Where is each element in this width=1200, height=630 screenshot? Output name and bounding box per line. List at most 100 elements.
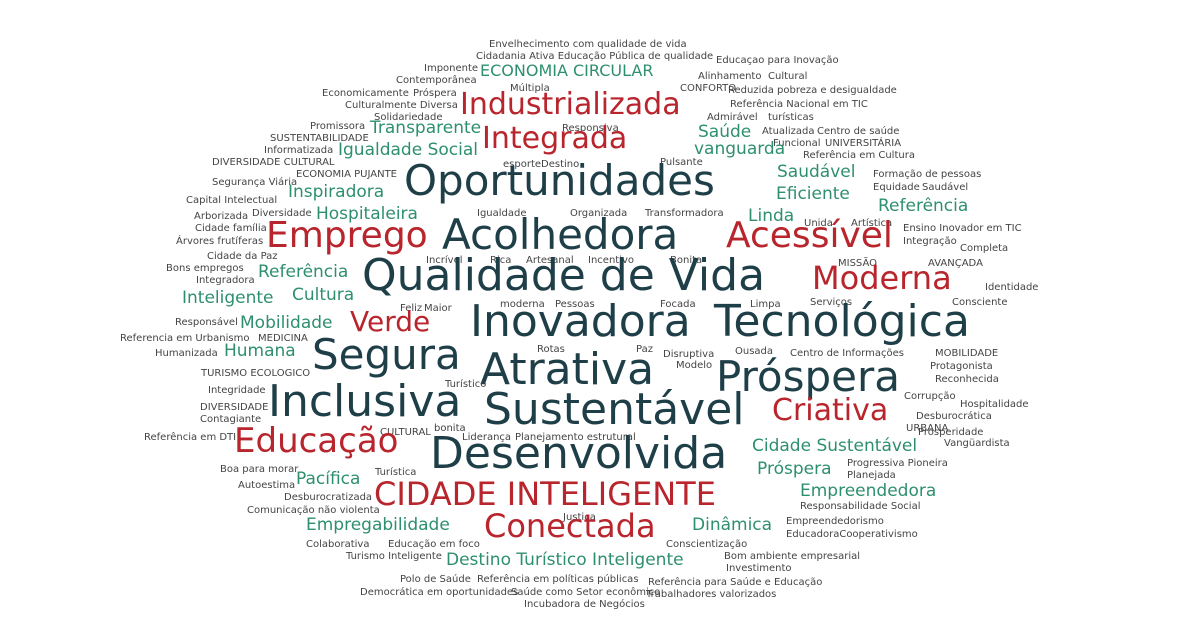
cloud-word: Arborizada <box>194 211 249 222</box>
cloud-word: Inclusiva <box>268 376 462 427</box>
cloud-word: Pulsante <box>660 157 703 168</box>
cloud-word: Identidade <box>985 282 1039 293</box>
cloud-word: Incrível <box>426 255 463 266</box>
cloud-word: Linda <box>748 206 795 226</box>
cloud-word: Modelo <box>676 360 713 371</box>
cloud-word: Múltipla <box>510 83 550 94</box>
cloud-word: Democrática em oportunidades <box>360 587 519 598</box>
cloud-word: Empreendedora <box>800 481 937 501</box>
cloud-word: Disruptiva <box>663 349 715 360</box>
cloud-word: AVANÇADA <box>928 258 983 269</box>
cloud-word: Educação <box>234 421 399 461</box>
cloud-word: Integridade <box>208 385 266 396</box>
cloud-word: Equidade <box>873 182 920 193</box>
cloud-word: Diversidade <box>252 208 312 219</box>
cloud-word: Mobilidade <box>240 313 333 333</box>
cloud-word: Tecnológica <box>714 296 970 347</box>
cloud-word: Colaborativa <box>306 539 370 550</box>
cloud-word: CIDADE INTELIGENTE <box>374 475 716 513</box>
cloud-word: UNIVERSITÁRIA <box>825 138 902 149</box>
cloud-word: Educaçao para Inovação <box>716 55 839 66</box>
cloud-word: Segura <box>312 330 461 379</box>
cloud-word: Referencia em Urbanismo <box>120 333 250 344</box>
cloud-word: TURISMO ECOLOGICO <box>201 368 311 379</box>
cloud-word: esporte <box>503 159 542 170</box>
cloud-word: Completa <box>960 243 1009 254</box>
cloud-word: Envelhecimento com qualidade de vida <box>489 39 687 50</box>
cloud-word: Transparente <box>370 118 482 138</box>
cloud-word: Igualdade <box>477 208 527 219</box>
cloud-word: Empregabilidade <box>306 515 450 535</box>
cloud-word: Autoestima <box>238 480 296 491</box>
cloud-word: Investimento <box>726 563 792 574</box>
cloud-word: Conectada <box>484 507 656 545</box>
cloud-word: Turístico <box>445 379 487 390</box>
cloud-word: Verde <box>350 305 431 338</box>
cloud-word: Eficiente <box>776 184 850 204</box>
cloud-word: Alinhamento <box>698 71 762 82</box>
cloud-word: Cidade da Paz <box>207 251 278 262</box>
cloud-word: Igualdade Social <box>338 140 478 160</box>
cloud-word: Inspiradora <box>288 182 385 202</box>
cloud-word: Inovadora <box>470 296 691 347</box>
cloud-word: Paz <box>636 344 653 355</box>
cloud-word: Desburocrática <box>916 411 992 422</box>
cloud-word: DIVERSIDADE <box>200 402 269 413</box>
cloud-word: Sustentável <box>484 384 745 435</box>
cloud-word: Responsabilidade Social <box>800 501 921 512</box>
cloud-word: Vangüardista <box>944 438 1010 449</box>
cloud-word: Reconhecida <box>935 374 999 385</box>
cloud-word: Moderna <box>812 259 952 297</box>
cloud-word: Consciente <box>952 297 1008 308</box>
cloud-word: Atualizada <box>762 126 815 137</box>
cloud-word: SUSTENTABILIDADE <box>270 133 369 144</box>
cloud-word: Corrupção <box>904 391 956 402</box>
cloud-word: Segurança Viária <box>212 177 298 188</box>
cloud-word: Responsiva <box>562 123 619 134</box>
cloud-word: Saudável <box>777 162 856 182</box>
cloud-word: Inteligente <box>182 288 274 308</box>
cloud-word: Bom ambiente empresarial <box>724 551 861 562</box>
cloud-word: Funcional <box>773 138 821 149</box>
cloud-word: Responsável <box>175 317 238 328</box>
cloud-word: Árvores frutíferas <box>176 236 264 247</box>
cloud-word: Integradora <box>196 275 255 286</box>
cloud-word: Destino Turístico Inteligente <box>446 550 684 570</box>
cloud-word: Capital Intelectual <box>186 195 278 206</box>
cloud-word: Pacífica <box>296 469 361 489</box>
cloud-word: CONFORTO <box>680 83 737 94</box>
cloud-word: MOBILIDADE <box>935 348 999 359</box>
cloud-word: Humanizada <box>155 348 218 359</box>
cloud-word: Referência em políticas públicas <box>477 574 639 585</box>
cloud-word: Próspera <box>716 352 901 401</box>
cloud-word: Incentivo <box>588 255 635 266</box>
cloud-word: Pessoas <box>555 299 595 310</box>
cloud-word: Saúde <box>698 122 752 142</box>
cloud-word: Boa para morar <box>220 464 299 475</box>
cloud-word: Acessível <box>726 215 893 256</box>
cloud-word: Ousada <box>735 346 774 357</box>
cloud-word: Informatizada <box>264 145 334 156</box>
cloud-word: Referência em DTI <box>144 432 237 443</box>
cloud-word: Protagonista <box>930 361 993 372</box>
cloud-word: vanguarda <box>694 139 786 159</box>
cloud-word: Cultura <box>292 285 355 305</box>
cloud-word: Imponente <box>424 63 479 74</box>
cloud-word: MISSÃO <box>838 258 877 269</box>
cloud-word: Turística <box>375 467 417 478</box>
cloud-word: URBANA <box>906 423 949 434</box>
cloud-word: Referência Nacional em TIC <box>730 99 868 110</box>
cloud-word: Rotas <box>537 344 565 355</box>
cloud-word: Emprego <box>266 215 428 256</box>
cloud-word: Centro de saúde <box>817 126 900 137</box>
cloud-word: Educação em foco <box>388 539 480 550</box>
cloud-word: moderna <box>500 299 545 310</box>
cloud-word: Referência <box>878 196 969 216</box>
cloud-word: Cidadania Ativa Educação Pública de qual… <box>476 51 714 62</box>
cloud-word: Contagiante <box>200 414 262 425</box>
cloud-word: Rica <box>490 255 512 266</box>
cloud-word: Criativa <box>772 393 889 428</box>
cloud-word: Integração <box>903 236 957 247</box>
cloud-word: Focada <box>660 299 696 310</box>
